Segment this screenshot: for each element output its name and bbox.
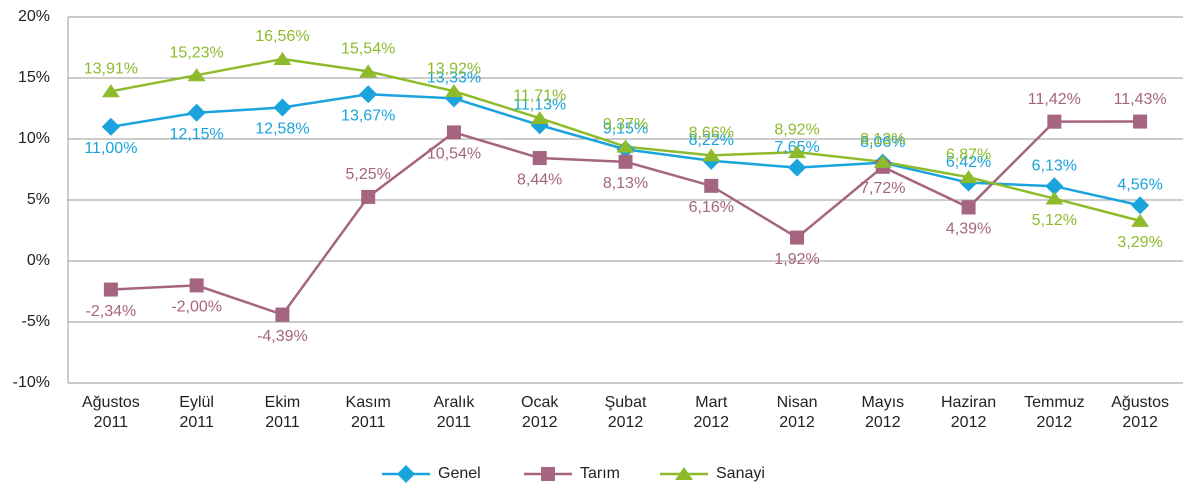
x-tick-label: Kasım 2011 [346, 394, 391, 431]
marker [187, 103, 206, 122]
marker [532, 151, 547, 166]
marker [273, 98, 292, 117]
data-label: 8,22% [689, 132, 734, 149]
data-label: 13,91% [84, 61, 138, 78]
marker [616, 139, 635, 153]
marker [359, 85, 378, 104]
data-label: 11,13% [513, 96, 566, 113]
data-label: 12,15% [170, 126, 224, 143]
marker [702, 148, 721, 162]
data-label: 5,12% [1032, 212, 1077, 229]
marker [959, 170, 978, 184]
data-label: 13,67% [341, 107, 395, 124]
marker [101, 84, 120, 98]
data-label: -2,00% [171, 299, 222, 316]
marker [1131, 196, 1150, 215]
marker [361, 189, 376, 204]
marker [961, 200, 976, 215]
marker [618, 154, 633, 169]
x-tick-label: Aralık 2011 [434, 394, 476, 431]
data-label: 6,87% [946, 146, 991, 163]
y-tick-label: 10% [18, 130, 50, 147]
marker [275, 307, 290, 322]
data-label: 11,42% [1028, 91, 1081, 108]
data-label: 6,42% [946, 154, 991, 171]
marker [446, 125, 461, 140]
data-label: 8,13% [860, 131, 905, 148]
data-label: 5,25% [346, 166, 391, 183]
data-label: 6,13% [1032, 157, 1077, 174]
data-label: 11,71% [513, 87, 566, 104]
data-label: 13,92% [427, 60, 481, 77]
x-tick-label: Ağustos 2012 [1111, 394, 1169, 431]
data-label: 8,06% [860, 134, 905, 151]
marker [1045, 191, 1064, 205]
y-tick-label: -10% [13, 374, 50, 391]
data-label: 16,56% [255, 28, 309, 45]
y-tick-label: 5% [27, 191, 50, 208]
data-label: 6,16% [689, 199, 734, 216]
marker [187, 68, 206, 82]
y-tick-label: -5% [22, 313, 50, 330]
data-label: -2,34% [86, 303, 137, 320]
x-tick-label: Haziran 2012 [941, 394, 996, 431]
data-label: 9,37% [603, 116, 648, 133]
data-label: 4,39% [946, 221, 991, 238]
marker [790, 230, 805, 245]
legend-marker [675, 467, 693, 480]
y-tick-label: 15% [18, 69, 50, 86]
data-label: 15,23% [170, 44, 224, 61]
data-label: -4,39% [257, 328, 308, 345]
marker [359, 64, 378, 78]
marker [1133, 114, 1148, 129]
marker [788, 145, 807, 159]
x-tick-label: Ocak 2012 [521, 394, 559, 431]
x-tick-label: Mart 2012 [693, 394, 729, 431]
marker [704, 178, 719, 193]
legend-label: Genel [438, 465, 481, 482]
x-tick-label: Ekim 2011 [265, 394, 301, 431]
marker [1045, 177, 1064, 196]
marker [530, 111, 549, 125]
marker [101, 117, 120, 136]
data-label: 11,00% [84, 140, 137, 157]
x-tick-label: Mayıs 2012 [861, 394, 904, 431]
data-label: 10,54% [427, 146, 481, 163]
legend-marker [397, 465, 415, 483]
marker [189, 278, 204, 293]
y-tick-label: 0% [27, 252, 50, 269]
data-label: 4,56% [1117, 177, 1162, 194]
legend-marker [541, 467, 555, 481]
data-label: 7,72% [860, 180, 905, 197]
x-tick-label: Nisan 2012 [777, 394, 818, 431]
x-tick-label: Eylül 2011 [179, 394, 214, 431]
x-tick-label: Ağustos 2011 [82, 394, 140, 431]
x-tick-label: Şubat 2012 [605, 394, 647, 431]
data-label: 15,54% [341, 41, 395, 58]
marker [273, 51, 292, 65]
marker [1047, 114, 1062, 129]
x-tick-label: Temmuz 2012 [1024, 394, 1084, 431]
marker [103, 282, 118, 297]
marker [444, 84, 463, 98]
legend-label: Sanayi [716, 465, 765, 482]
data-label: 13,33% [427, 70, 481, 87]
data-label: 3,29% [1117, 234, 1162, 251]
data-label: 8,66% [689, 125, 734, 142]
data-label: 11,43% [1114, 91, 1167, 108]
data-label: 8,13% [603, 175, 648, 192]
data-label: 8,92% [774, 121, 819, 138]
marker [788, 158, 807, 177]
data-label: 12,58% [255, 121, 309, 138]
data-label: 8,44% [517, 171, 562, 188]
marker [1131, 213, 1150, 227]
data-label: 9,15% [603, 121, 648, 138]
data-label: 1,92% [774, 251, 819, 268]
marker [873, 154, 892, 168]
y-tick-label: 20% [18, 8, 50, 25]
legend-label: Tarım [580, 465, 620, 482]
